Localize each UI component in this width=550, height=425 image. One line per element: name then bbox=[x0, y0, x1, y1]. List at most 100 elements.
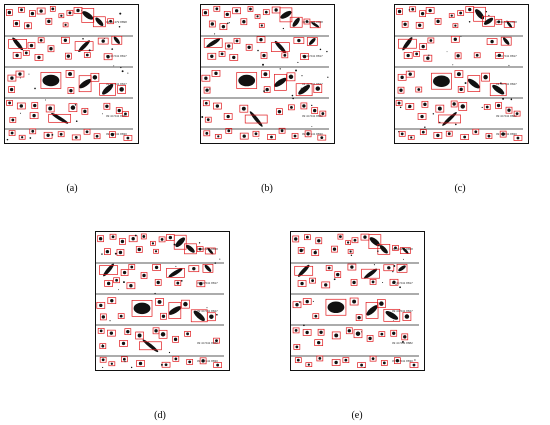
blob-small bbox=[154, 250, 158, 253]
detection-box bbox=[140, 272, 148, 279]
detection-box bbox=[9, 117, 17, 123]
blob-small bbox=[101, 315, 106, 319]
detection-box bbox=[452, 23, 459, 29]
detection-box bbox=[454, 52, 462, 60]
detection-box bbox=[355, 314, 363, 321]
detection-box bbox=[389, 278, 399, 286]
blob-elongated bbox=[506, 20, 513, 29]
blob-small bbox=[259, 38, 263, 42]
speck bbox=[74, 104, 77, 106]
detection-box bbox=[286, 72, 296, 82]
detection-box bbox=[297, 280, 307, 287]
speck bbox=[292, 97, 295, 100]
blob-small bbox=[496, 103, 501, 108]
speck bbox=[198, 242, 201, 244]
detection-box bbox=[289, 16, 303, 28]
detection-box bbox=[223, 113, 233, 120]
detection-box bbox=[337, 233, 344, 240]
blob-elongated bbox=[204, 264, 212, 272]
blob-small bbox=[64, 23, 67, 26]
detection-box bbox=[334, 271, 342, 278]
blob-elongated bbox=[82, 11, 94, 20]
detection-box bbox=[435, 104, 445, 113]
detection-box bbox=[99, 265, 118, 275]
detection-box bbox=[485, 133, 493, 139]
blob-small bbox=[454, 24, 457, 27]
blob-small bbox=[315, 86, 321, 91]
speck bbox=[295, 69, 297, 72]
detection-box bbox=[218, 51, 226, 57]
detection-box bbox=[172, 356, 180, 362]
detection-box bbox=[122, 111, 129, 117]
blob-small bbox=[456, 72, 461, 77]
detection-box bbox=[202, 100, 210, 107]
speck bbox=[303, 268, 305, 271]
detection-box bbox=[276, 108, 283, 116]
detection-box bbox=[22, 50, 30, 56]
blob-small bbox=[410, 136, 413, 139]
detection-box bbox=[300, 102, 308, 110]
blob-small bbox=[265, 87, 269, 92]
detection-box bbox=[103, 53, 113, 61]
blob-elongated bbox=[398, 265, 406, 272]
blob-elongated bbox=[186, 244, 195, 253]
blob-large bbox=[133, 302, 151, 315]
speck bbox=[510, 98, 513, 101]
blob-small bbox=[392, 331, 396, 335]
blob-small bbox=[497, 53, 502, 58]
speck bbox=[101, 113, 103, 115]
detection-box bbox=[417, 113, 427, 120]
blob-small bbox=[76, 8, 80, 13]
speck bbox=[119, 12, 122, 15]
detection-box bbox=[314, 339, 324, 346]
detection-box bbox=[119, 340, 128, 347]
speck bbox=[311, 104, 313, 107]
speck bbox=[262, 63, 264, 66]
blob-small bbox=[274, 8, 278, 12]
blob-small bbox=[288, 74, 294, 80]
blob-small bbox=[232, 55, 236, 60]
blob-small bbox=[429, 39, 433, 42]
blob-small bbox=[468, 7, 472, 12]
blob-small bbox=[403, 335, 407, 339]
blob-small bbox=[242, 134, 246, 138]
detection-box bbox=[349, 297, 359, 306]
detection-box bbox=[115, 107, 123, 114]
blob-small bbox=[48, 106, 53, 111]
blob-small bbox=[270, 135, 273, 139]
detection-box bbox=[392, 245, 399, 251]
speck bbox=[219, 258, 221, 260]
speck bbox=[302, 249, 304, 251]
blob-small bbox=[463, 135, 467, 139]
blob-elongated bbox=[442, 112, 457, 126]
detection-box bbox=[254, 14, 261, 19]
blob-small bbox=[216, 363, 220, 367]
detection-box bbox=[472, 128, 480, 135]
detection-box bbox=[99, 313, 107, 321]
caption-b: (b) bbox=[261, 183, 273, 194]
strip-label: 09 44 541 8817 bbox=[197, 281, 218, 285]
blob-elongated bbox=[103, 263, 114, 277]
detection-box bbox=[18, 6, 25, 13]
blob-small bbox=[31, 129, 35, 133]
blob-small bbox=[293, 134, 297, 138]
detection-box bbox=[74, 41, 94, 51]
detection-box bbox=[121, 356, 128, 363]
detection-box bbox=[294, 357, 302, 363]
detection-box bbox=[184, 330, 191, 337]
speck bbox=[408, 70, 410, 72]
blob-small bbox=[105, 249, 110, 254]
blob-small bbox=[371, 280, 375, 284]
blob-small bbox=[404, 314, 410, 319]
blob-small bbox=[105, 104, 109, 108]
detection-box bbox=[12, 52, 22, 59]
blob-small bbox=[188, 360, 192, 364]
detection-box bbox=[403, 52, 413, 59]
blob-elongated bbox=[175, 237, 186, 248]
detection-box bbox=[24, 22, 32, 30]
detection-box bbox=[108, 361, 116, 367]
blob-small bbox=[39, 38, 43, 42]
blob-small bbox=[339, 235, 342, 239]
blob-small bbox=[283, 53, 287, 57]
